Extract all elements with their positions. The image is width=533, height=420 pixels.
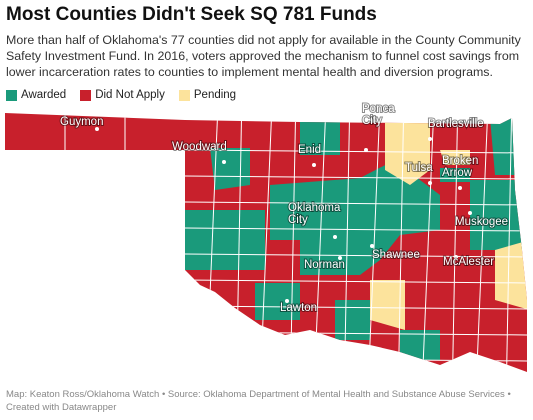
counties-pending [370, 118, 527, 330]
city-dot [333, 235, 337, 239]
city-dot [285, 299, 289, 303]
legend-item: Awarded [6, 89, 66, 101]
city-label: Shawnee [372, 249, 420, 261]
county-border [367, 114, 381, 372]
legend-label: Did Not Apply [95, 89, 165, 101]
city-dot [338, 256, 342, 260]
city-dot [468, 211, 472, 215]
county-border [184, 149, 527, 154]
legend-swatch [80, 89, 92, 101]
city-dot [454, 255, 458, 259]
legend-item: Did Not Apply [80, 89, 165, 101]
county-border [343, 114, 351, 372]
legend-swatch [178, 89, 190, 101]
city-label: Ponca [362, 103, 395, 115]
county-border [184, 357, 527, 362]
city-dot [222, 160, 226, 164]
county-border [421, 114, 435, 372]
legend-item: Pending [178, 89, 237, 101]
counties [5, 113, 527, 372]
city-label: Norman [304, 259, 345, 271]
county-border [451, 114, 459, 372]
city-label: City [362, 115, 382, 127]
city-label: Tulsa [405, 162, 433, 174]
city-dot [95, 127, 99, 131]
county-border [184, 253, 527, 258]
subtitle-line: lower incarceration rates to counties to… [6, 65, 493, 79]
county-border [184, 175, 527, 180]
city-dot [370, 244, 374, 248]
city-dot [428, 181, 432, 185]
county-border [505, 114, 513, 372]
county-border [475, 114, 489, 372]
title: Most Counties Didn't Seek SQ 781 Funds [6, 4, 377, 25]
county-border [184, 305, 527, 310]
city-label: Bartlesville [428, 118, 484, 130]
city-label: McAlester [443, 256, 494, 268]
footer-line: Map: Keaton Ross/Oklahoma Watch • Source… [6, 389, 511, 400]
city-label: Guymon [60, 116, 103, 128]
city-dot [458, 186, 462, 190]
city-label: Oklahoma [288, 202, 341, 214]
county-border [184, 201, 527, 206]
city-label: City [288, 214, 308, 226]
footer-line: Created with Datawrapper [6, 402, 117, 413]
city-dot [364, 148, 368, 152]
city-dot [312, 163, 316, 167]
city-label: Woodward [172, 141, 227, 153]
legend-label: Pending [193, 89, 237, 101]
city-label: Muskogee [455, 216, 508, 228]
legend: Awarded Did Not Apply Pending [6, 89, 236, 101]
city-label: Arrow [442, 167, 473, 179]
legend-swatch [6, 89, 17, 101]
city-dot [428, 137, 432, 141]
county-border [397, 114, 405, 372]
subtitle-line: Safety Investment Fund. In 2016, voters … [6, 49, 520, 63]
county-border [184, 227, 527, 232]
city-label: Lawton [280, 302, 317, 314]
city-label: Broken [442, 155, 478, 167]
legend-label: Awarded [21, 89, 67, 101]
subtitle-line: More than half of Oklahoma's 77 counties… [6, 33, 521, 47]
county-border [184, 279, 527, 284]
city-label: Enid [298, 144, 321, 156]
